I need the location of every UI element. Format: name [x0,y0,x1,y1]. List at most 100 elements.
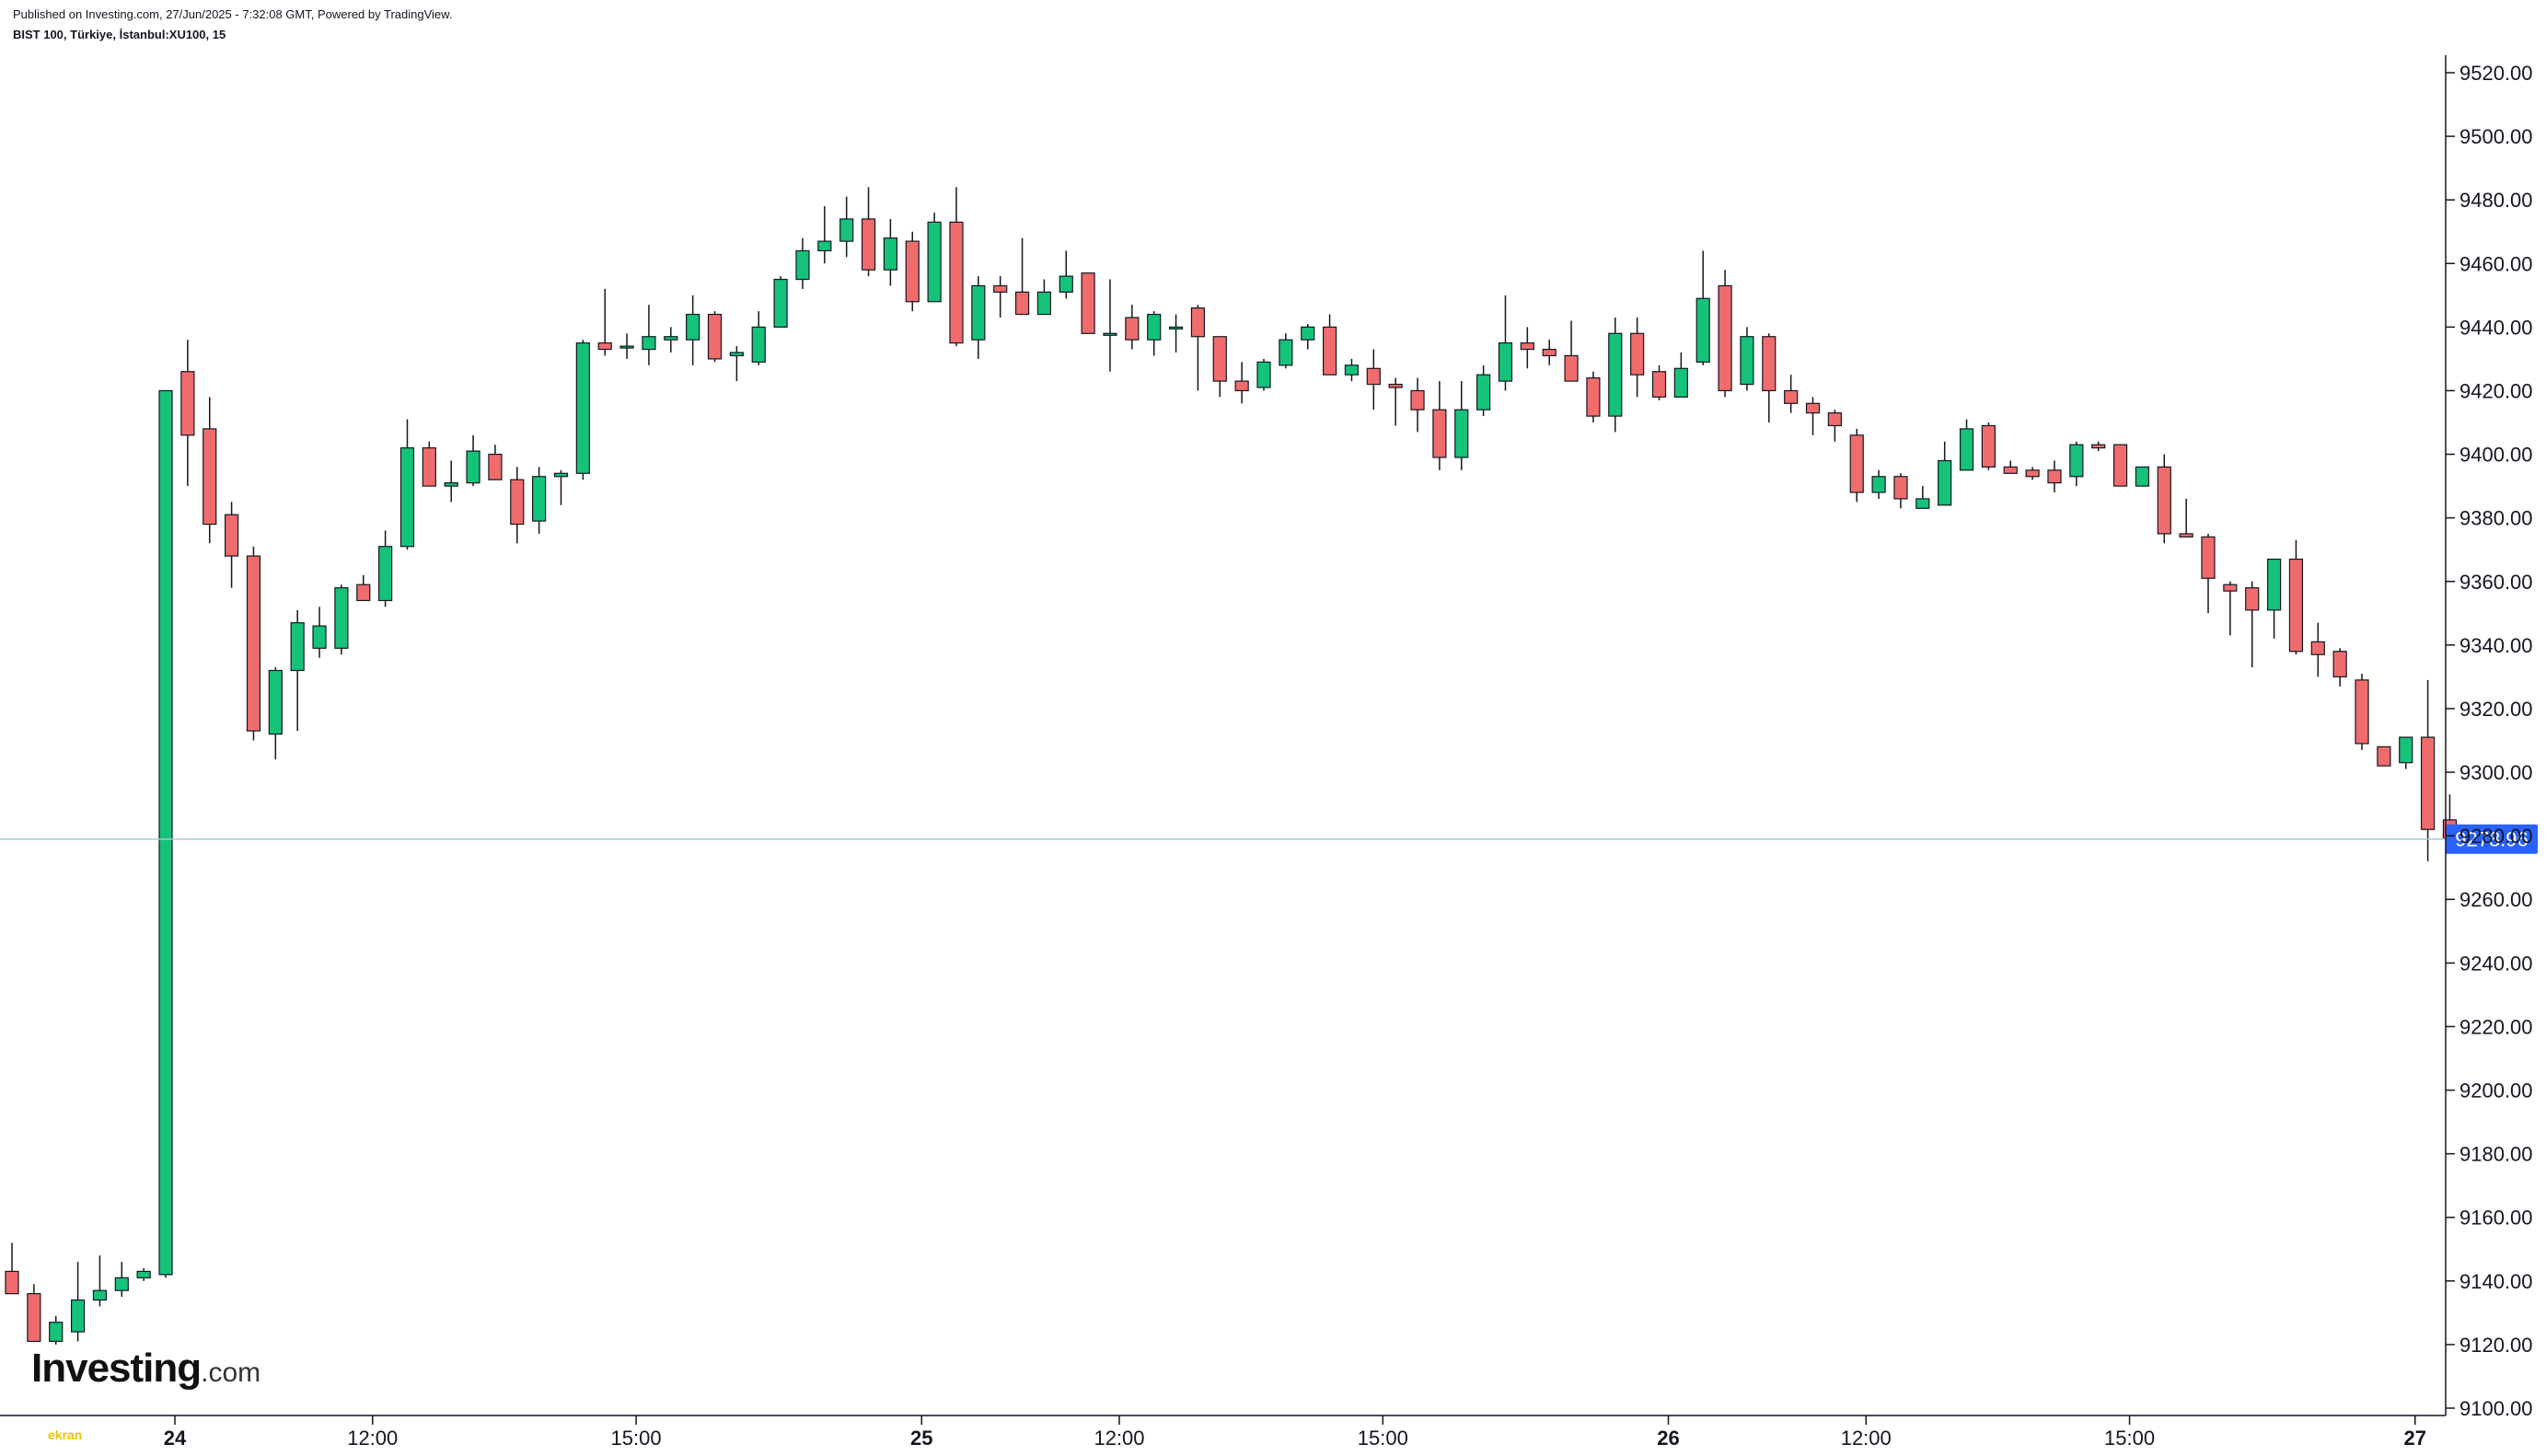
candle[interactable] [1695,250,1710,365]
candle[interactable] [1981,422,1996,470]
candle[interactable] [1959,419,1974,471]
candle[interactable] [2266,558,2282,639]
candle[interactable] [2179,498,2193,537]
candle[interactable] [1125,305,1140,350]
candle[interactable] [1081,272,1095,334]
candle[interactable] [532,467,547,534]
candle[interactable] [1849,428,1864,503]
candle[interactable] [1168,314,1184,353]
candle[interactable] [2003,460,2018,474]
candle[interactable] [203,397,217,544]
candle[interactable] [2399,736,2413,769]
candle[interactable] [1301,323,1315,350]
candle[interactable] [993,276,1008,318]
candle[interactable] [356,574,371,602]
candle[interactable] [707,311,723,363]
candle[interactable] [1476,364,1491,417]
candle[interactable] [1564,320,1579,382]
candle[interactable] [2025,467,2040,480]
candle[interactable] [422,441,436,487]
candle[interactable] [642,305,656,365]
candle[interactable] [2223,581,2238,636]
candle[interactable] [1740,327,1754,391]
candle[interactable] [49,1315,64,1345]
candle[interactable] [1608,318,1623,433]
candle[interactable] [1366,349,1381,410]
candle[interactable] [2135,466,2150,487]
candle[interactable] [773,276,788,328]
candle[interactable] [664,327,678,353]
candle[interactable] [2332,648,2347,687]
candle[interactable] [1762,333,1776,423]
candle[interactable] [1059,250,1073,299]
candle[interactable] [290,609,305,732]
candle[interactable] [1520,327,1534,369]
candle[interactable] [510,467,525,544]
candle[interactable] [575,340,590,480]
candle[interactable] [2355,673,2369,750]
candle[interactable] [1718,270,1732,398]
candle[interactable] [1542,340,1557,365]
candle[interactable] [2377,745,2391,767]
candle[interactable] [905,231,920,312]
candle[interactable] [883,218,898,286]
candle[interactable] [2245,581,2260,668]
candle[interactable] [114,1262,129,1298]
candle[interactable] [1147,311,1162,356]
candle[interactable] [1190,305,1206,391]
candle[interactable] [1432,381,1447,470]
candle[interactable] [158,389,173,1278]
candle[interactable] [927,213,942,303]
candle[interactable] [1784,375,1799,413]
candle[interactable] [619,333,634,359]
candle[interactable] [1256,358,1271,391]
candle[interactable] [1630,318,1645,398]
candle[interactable] [2288,539,2304,655]
candle[interactable] [136,1267,151,1281]
candle[interactable] [399,419,415,550]
candle[interactable] [2112,444,2128,487]
candle[interactable] [729,346,744,382]
candle[interactable] [751,311,766,365]
candle[interactable] [466,434,480,487]
candle[interactable] [597,288,612,356]
candle[interactable] [1586,371,1601,423]
candle[interactable] [1805,397,1821,435]
candle[interactable] [971,276,986,359]
candle[interactable] [268,667,283,760]
candle[interactable] [334,584,349,655]
candle[interactable] [180,340,195,487]
candle[interactable] [839,196,854,258]
candle[interactable] [795,237,810,289]
candle[interactable] [1893,473,1908,509]
candle[interactable] [1388,377,1403,426]
candle[interactable] [2091,441,2106,452]
candle[interactable] [1322,314,1337,376]
candle[interactable] [1827,410,1842,442]
candle[interactable] [1344,358,1360,382]
candle[interactable] [92,1255,108,1307]
candle[interactable] [1234,362,1249,404]
candle[interactable] [1651,364,1667,400]
candle[interactable] [1915,486,1930,509]
candle[interactable] [488,445,503,480]
candle[interactable] [1279,333,1293,369]
candle[interactable] [1036,279,1052,316]
candle[interactable] [225,502,239,588]
candle[interactable] [2310,622,2325,677]
candle[interactable] [2421,679,2436,861]
candle[interactable] [1673,352,1688,398]
candle[interactable] [1871,469,1886,499]
candle[interactable] [686,295,700,365]
candle[interactable] [5,1242,19,1295]
candle[interactable] [312,607,327,658]
candle[interactable] [2047,460,2062,493]
candle[interactable] [2157,454,2171,544]
candle[interactable] [27,1284,41,1343]
candle[interactable] [1454,381,1469,470]
candle[interactable] [246,546,261,741]
candle[interactable] [861,187,876,277]
candle[interactable] [949,187,964,347]
candle[interactable] [1938,441,1952,506]
